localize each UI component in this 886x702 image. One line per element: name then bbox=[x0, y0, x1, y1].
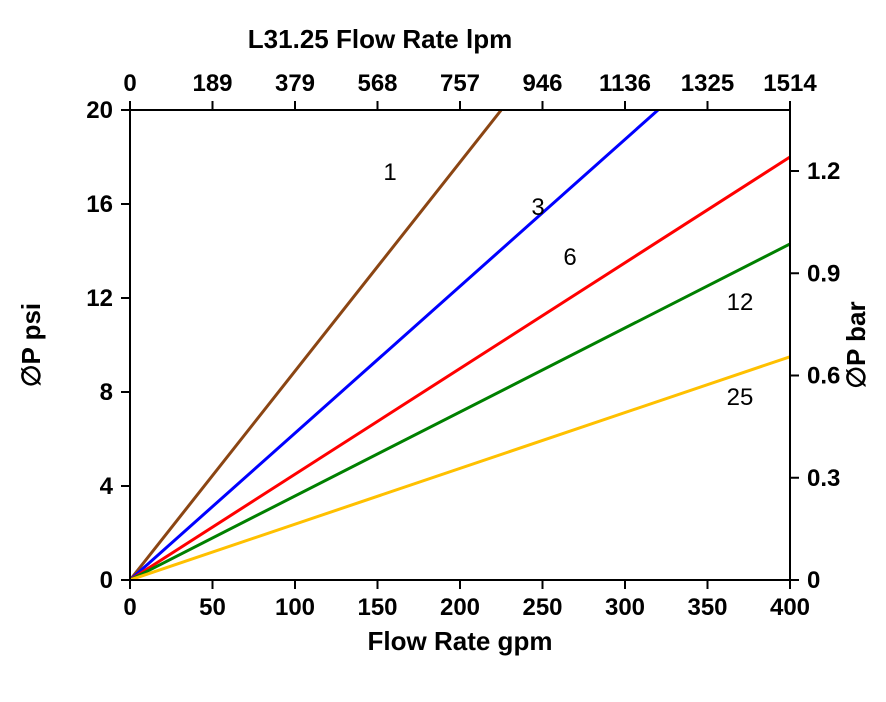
x-bottom-tick-label: 200 bbox=[440, 594, 480, 621]
flow-rate-chart: L31.25 Flow Rate lpm13612250501001502002… bbox=[0, 0, 886, 702]
y-left-axis-title: ∅P psi bbox=[16, 303, 46, 387]
x-bottom-tick-label: 400 bbox=[770, 594, 810, 621]
y-right-tick-label: 0.3 bbox=[807, 465, 840, 492]
y-left-tick-label: 4 bbox=[100, 473, 114, 500]
x-bottom-tick-label: 350 bbox=[687, 594, 727, 621]
y-left-tick-label: 16 bbox=[86, 191, 113, 218]
x-top-tick-label: 189 bbox=[192, 70, 232, 97]
y-right-axis-title: ∅P bar bbox=[841, 301, 871, 388]
series-label-1: 1 bbox=[383, 159, 396, 186]
x-top-tick-label: 1514 bbox=[763, 70, 817, 97]
series-label-25: 25 bbox=[727, 384, 754, 411]
x-bottom-tick-label: 150 bbox=[357, 594, 397, 621]
y-left-tick-label: 20 bbox=[86, 97, 113, 124]
x-top-tick-label: 0 bbox=[123, 70, 136, 97]
x-bottom-tick-label: 0 bbox=[123, 594, 136, 621]
x-bottom-tick-label: 100 bbox=[275, 594, 315, 621]
x-top-tick-label: 946 bbox=[522, 70, 562, 97]
plot-border bbox=[130, 110, 790, 580]
y-right-tick-label: 0.9 bbox=[807, 260, 840, 287]
series-line-25 bbox=[130, 357, 790, 580]
y-left-tick-label: 12 bbox=[86, 285, 113, 312]
x-top-tick-label: 757 bbox=[440, 70, 480, 97]
y-left-tick-label: 8 bbox=[100, 379, 113, 406]
chart-title: L31.25 Flow Rate lpm bbox=[248, 24, 512, 54]
y-right-tick-label: 0.6 bbox=[807, 363, 840, 390]
y-left-tick-label: 0 bbox=[100, 567, 113, 594]
y-right-tick-label: 1.2 bbox=[807, 158, 840, 185]
x-bottom-tick-label: 300 bbox=[605, 594, 645, 621]
x-top-tick-label: 1136 bbox=[599, 70, 651, 97]
x-bottom-tick-label: 250 bbox=[522, 594, 562, 621]
series-line-1 bbox=[130, 110, 501, 580]
x-bottom-tick-label: 50 bbox=[199, 594, 226, 621]
series-label-6: 6 bbox=[563, 244, 576, 271]
series-label-12: 12 bbox=[727, 289, 754, 316]
series-label-3: 3 bbox=[531, 194, 544, 221]
y-right-tick-label: 0 bbox=[807, 567, 820, 594]
series-line-12 bbox=[130, 244, 790, 580]
series-group bbox=[130, 110, 790, 580]
x-top-tick-label: 568 bbox=[357, 70, 397, 97]
x-bottom-axis-title: Flow Rate gpm bbox=[368, 626, 553, 656]
x-top-tick-label: 379 bbox=[275, 70, 315, 97]
x-top-tick-label: 1325 bbox=[681, 70, 734, 97]
series-line-6 bbox=[130, 157, 790, 580]
chart-container: L31.25 Flow Rate lpm13612250501001502002… bbox=[0, 0, 886, 702]
